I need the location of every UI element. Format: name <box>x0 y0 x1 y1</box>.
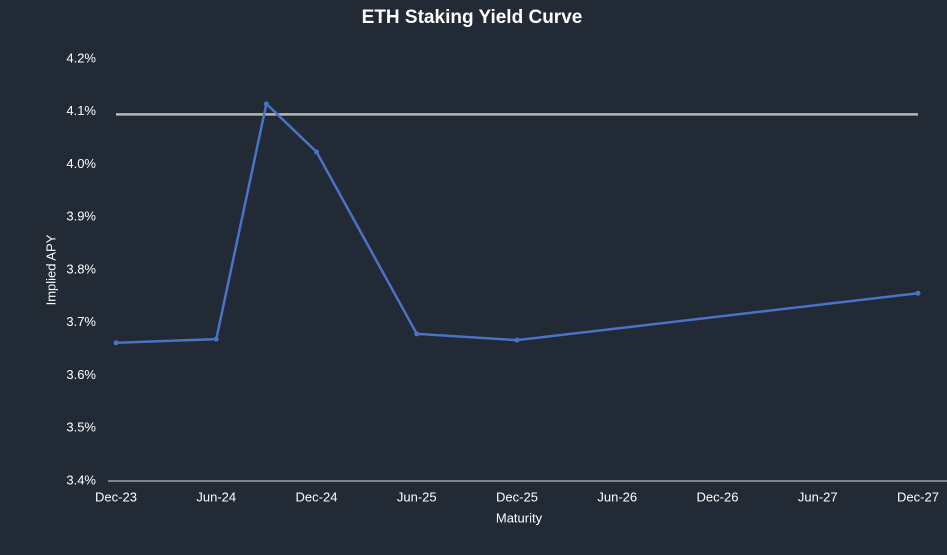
y-tick-label: 3.8% <box>66 261 96 276</box>
x-tick-label: Jun-27 <box>798 489 838 504</box>
data-point <box>113 340 119 346</box>
data-point <box>514 337 520 343</box>
x-tick-label: Dec-27 <box>897 489 939 504</box>
data-point <box>314 149 319 155</box>
x-tick-label: Jun-25 <box>397 489 437 504</box>
x-tick-label: Dec-24 <box>296 489 338 504</box>
y-tick-label: 3.7% <box>66 314 96 329</box>
data-point <box>915 290 921 296</box>
x-tick-label: Jun-24 <box>196 489 236 504</box>
x-tick-label: Jun-26 <box>597 489 637 504</box>
y-tick-label: 3.9% <box>66 209 96 224</box>
y-tick-label: 4.0% <box>66 156 96 171</box>
y-axis-label: Implied APY <box>43 234 58 305</box>
y-tick-label: 3.6% <box>66 367 96 382</box>
y-tick-label: 3.5% <box>66 420 96 435</box>
y-tick-label: 4.2% <box>66 50 96 65</box>
chart-title: ETH Staking Yield Curve <box>362 7 583 28</box>
data-point <box>263 101 269 107</box>
y-tick-label: 3.4% <box>66 472 96 487</box>
x-tick-label: Dec-25 <box>496 489 538 504</box>
data-point <box>213 336 219 342</box>
x-tick-label: Dec-23 <box>95 489 137 504</box>
y-tick-label: 4.1% <box>66 103 96 118</box>
data-point <box>414 331 420 337</box>
x-axis-label: Maturity <box>496 510 543 525</box>
x-tick-label: Dec-26 <box>697 489 739 504</box>
